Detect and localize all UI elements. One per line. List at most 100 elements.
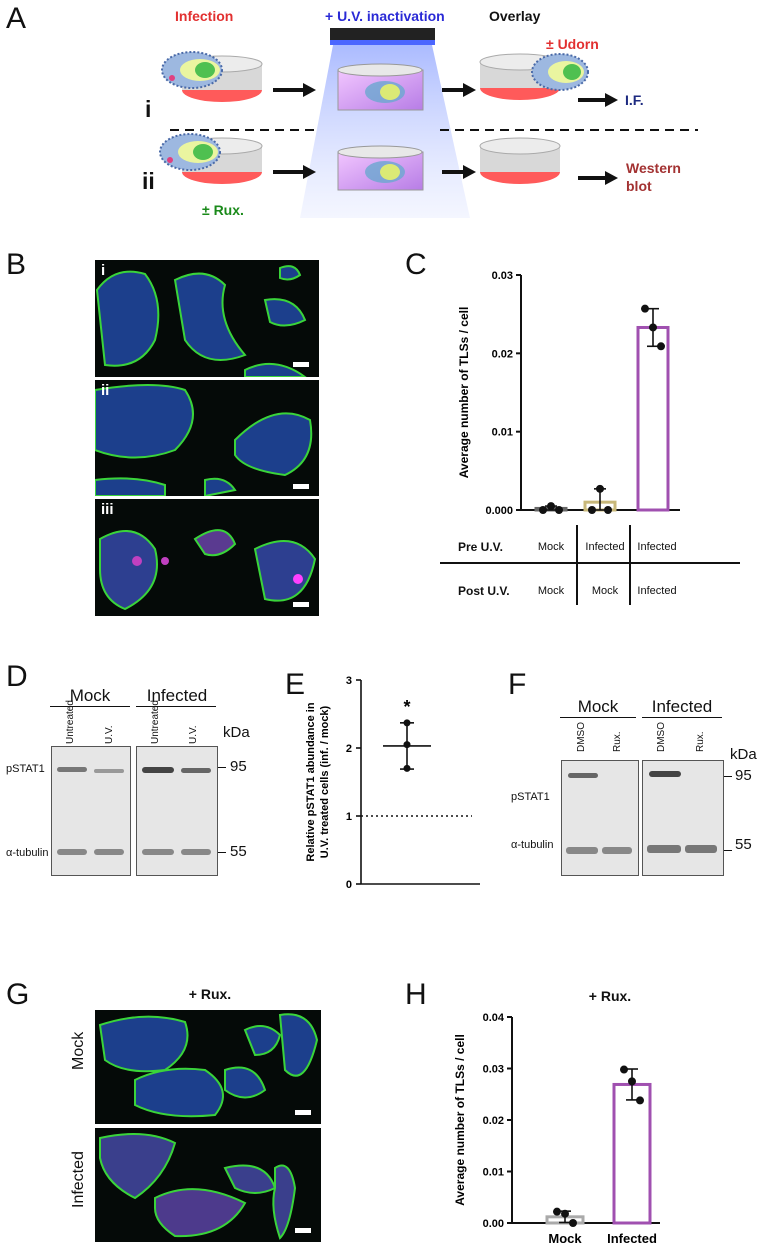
f-pstat-label: pSTAT1 — [511, 791, 550, 803]
data-point — [569, 1219, 577, 1227]
y-tick-label: 0.02 — [492, 348, 513, 360]
uv-dish-ii — [337, 145, 424, 191]
f-kda-label: kDa — [730, 746, 757, 763]
y-tick-label: 0.02 — [483, 1115, 504, 1127]
data-point — [561, 1209, 569, 1218]
f-lane-1: DMSO — [576, 722, 587, 752]
y-tick-label: 0.000 — [485, 505, 513, 517]
table-pre-label: Pre U.V. — [458, 540, 503, 554]
y-tick-label: 3 — [346, 675, 352, 687]
micrograph-g-infected — [95, 1128, 321, 1242]
data-point — [403, 741, 411, 749]
d-tick-55 — [218, 852, 226, 853]
micrograph-b-iii-label: iii — [101, 501, 114, 518]
y-tick-label: 0.01 — [492, 427, 513, 439]
f-mock-label: Mock — [577, 697, 619, 716]
f-tick-55 — [724, 850, 732, 851]
rux-label: ± Rux. — [202, 202, 244, 218]
scale-bar — [293, 362, 309, 367]
f-kda-95: 95 — [735, 767, 752, 784]
infection-label: Infection — [175, 8, 234, 24]
row-ii-label: ii — [142, 168, 155, 194]
y-tick-label: 0.04 — [483, 1012, 505, 1024]
f-infected-line — [642, 717, 722, 718]
uv-label: + U.V. inactivation — [325, 8, 445, 24]
overlay-label: Overlay — [489, 8, 541, 24]
bar — [636, 325, 670, 512]
scale-bar — [295, 1110, 311, 1115]
d-mock-line — [50, 706, 130, 707]
y-axis-label: Relative pSTAT1 abundance in — [305, 702, 317, 861]
data-point — [649, 323, 657, 332]
table-pre-2: Infected — [585, 541, 625, 553]
virus-i — [161, 51, 223, 89]
scale-bar — [293, 484, 309, 489]
f-lane-3: DMSO — [656, 722, 667, 752]
d-infected-line — [136, 706, 216, 707]
western-label: Western blot — [626, 159, 681, 195]
table-post-2: Mock — [591, 585, 619, 597]
f-mock-line — [560, 717, 636, 718]
bar — [612, 1082, 652, 1225]
data-point — [553, 1207, 561, 1216]
d-blot-infected — [136, 746, 218, 876]
d-lane-1: Untreated — [65, 700, 76, 744]
y-tick-label: 2 — [346, 743, 352, 755]
data-point — [596, 484, 604, 493]
h-title: + Rux. — [588, 988, 632, 1004]
arrows — [273, 83, 618, 185]
f-tick-95 — [724, 776, 732, 777]
panel-label-f: F — [508, 668, 527, 701]
data-point — [403, 719, 411, 727]
panel-label-h: H — [405, 978, 427, 1011]
virus-overlay — [531, 53, 589, 91]
data-point — [620, 1065, 628, 1074]
d-blot-mock — [51, 746, 131, 876]
scale-bar — [295, 1228, 311, 1233]
overlay-dish-ii — [479, 137, 561, 184]
f-tubulin-label: α-tubulin — [511, 839, 554, 851]
y-tick-label: 0.00 — [483, 1218, 504, 1230]
y-tick-label: 0 — [346, 879, 352, 891]
scale-bar — [293, 602, 309, 607]
data-point — [657, 342, 665, 351]
y-axis-label-2: U.V. treated cells (inf. / mock) — [319, 705, 331, 858]
panel-label-a: A — [6, 2, 27, 35]
g-infected-label: Infected — [70, 1151, 87, 1208]
g-title: + Rux. — [188, 986, 232, 1002]
significance-marker: * — [403, 697, 410, 717]
panel-label-b: B — [6, 248, 27, 281]
chart-c: 0.000 0.01 0.02 0.03 Average number of TLSs … — [440, 270, 740, 605]
f-blot-infected — [642, 760, 724, 876]
micrograph-b-i-label: i — [101, 262, 106, 279]
row-i-label: i — [145, 96, 152, 122]
micrograph-b-i: i — [95, 260, 319, 377]
data-point — [403, 764, 411, 772]
y-axis-label: Average number of TLSs / cell — [457, 307, 471, 479]
d-mock-label: Mock — [69, 686, 111, 705]
f-lane-4: Rux. — [695, 731, 706, 752]
g-mock-label: Mock — [70, 1031, 87, 1070]
y-tick-label: 0.01 — [483, 1167, 504, 1179]
western-label-1: Western — [626, 160, 681, 176]
if-label: I.F. — [625, 92, 644, 108]
panel-label-c: C — [405, 248, 427, 281]
table-pre-1: Mock — [537, 541, 565, 553]
virus-ii — [159, 133, 221, 171]
data-point — [547, 502, 555, 511]
d-kda-55: 55 — [230, 843, 247, 860]
d-tick-95 — [218, 767, 226, 768]
table-post-3: Infected — [637, 585, 677, 597]
data-point — [636, 1096, 644, 1105]
data-point — [604, 506, 612, 514]
data-point — [588, 506, 596, 514]
data-point — [641, 304, 649, 313]
chart-h: 0.00 0.01 0.02 0.03 0.04 Average number of TL… — [453, 1012, 660, 1246]
x-tick-label: Mock — [548, 1231, 582, 1246]
western-label-2: blot — [626, 178, 652, 194]
data-point — [555, 506, 563, 514]
y-axis-label: Average number of TLSs / cell — [453, 1034, 467, 1206]
micrograph-b-ii: ii — [95, 380, 319, 496]
d-infected-label: Infected — [146, 686, 208, 705]
panel-label-d: D — [6, 660, 28, 693]
